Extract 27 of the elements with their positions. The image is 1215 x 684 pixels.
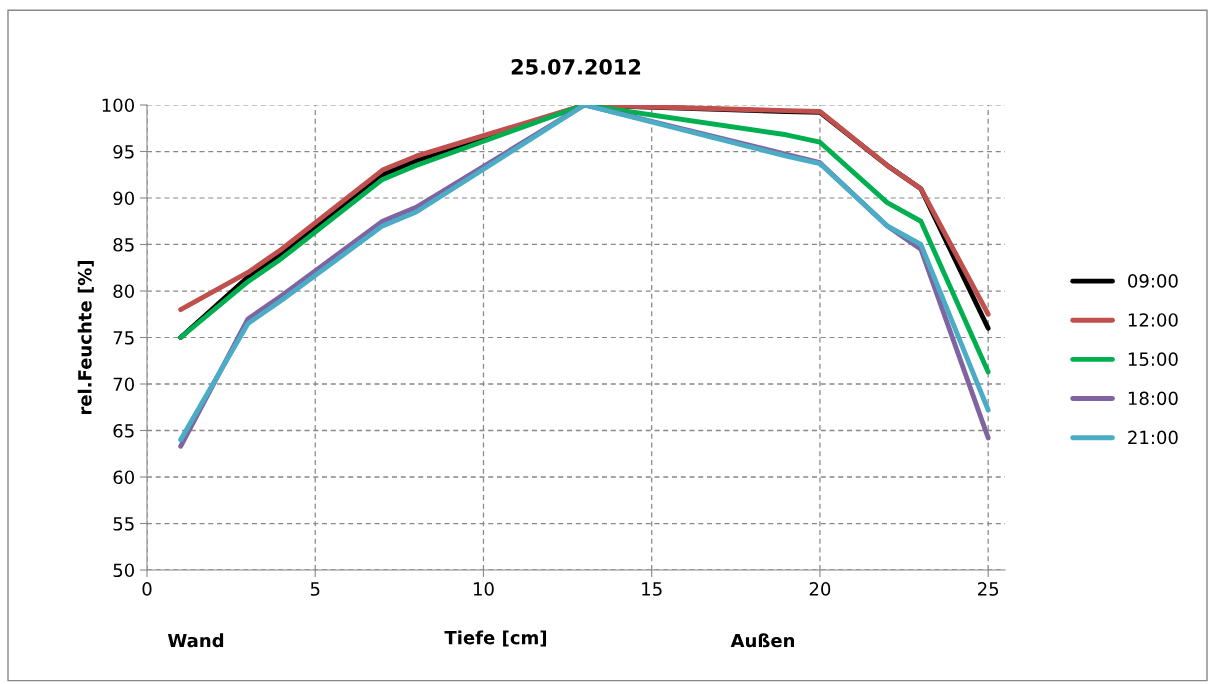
legend-label: 21:00 — [1128, 430, 1178, 445]
y-tick-label: 50 — [113, 563, 134, 578]
y-tick-label: 95 — [113, 144, 134, 159]
legend-label: 09:00 — [1128, 274, 1178, 288]
x-tick-label: 5 — [310, 582, 320, 596]
legend-label: 15:00 — [1128, 352, 1178, 366]
y-tick-label: 60 — [113, 470, 134, 485]
y-tick-label: 70 — [113, 377, 134, 392]
y-tick-label: 65 — [113, 423, 134, 438]
y-tick-label: 85 — [113, 237, 134, 252]
legend-label: 18:00 — [1128, 391, 1178, 406]
legend-label: 12:00 — [1128, 313, 1178, 327]
chart-title: 25.07.2012 — [511, 58, 641, 75]
y-tick-label: 75 — [113, 331, 134, 345]
x-tick-label: 0 — [142, 582, 152, 596]
x-tick-label: 15 — [642, 582, 662, 596]
y-tick-label: 80 — [113, 284, 134, 299]
x-tick-label: 25 — [978, 582, 999, 596]
x-axis-title: Tiefe [cm] — [444, 630, 547, 647]
x-tick-label: 20 — [809, 582, 831, 596]
text: Wand — [167, 633, 224, 648]
x-tick-label: 10 — [473, 582, 494, 596]
y-tick-label: 55 — [113, 517, 134, 531]
y-axis-title: rel.Feuchte [%] — [77, 260, 94, 415]
y-tick-label: 90 — [113, 191, 134, 206]
y-tick-label: 100 — [102, 98, 134, 113]
text: Außen — [730, 633, 795, 648]
